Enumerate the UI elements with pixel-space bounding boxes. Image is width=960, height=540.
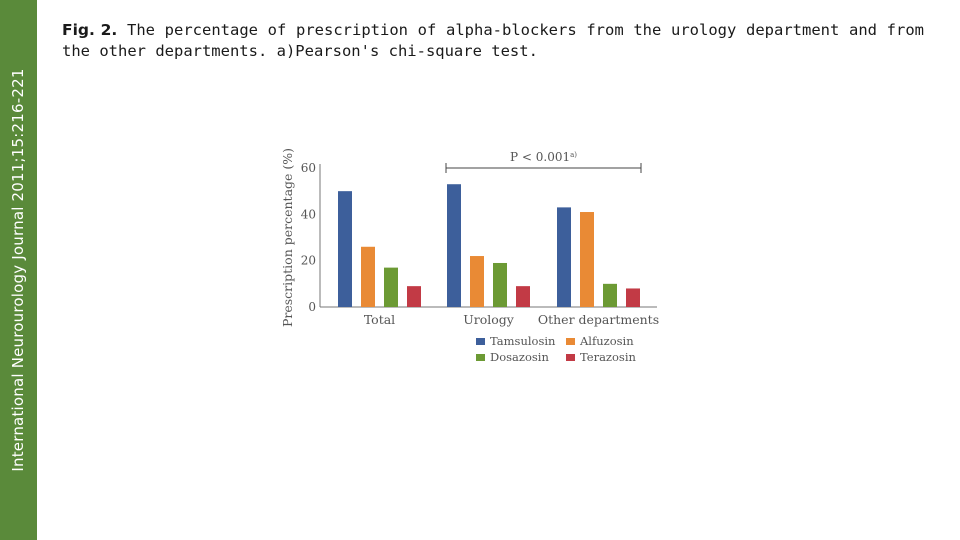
- bar-terazosin-urology: [516, 286, 530, 307]
- figure-label: Fig. 2.: [62, 21, 118, 39]
- significance-annotation: P < 0.001a): [445, 150, 642, 173]
- figure-caption: Fig. 2. The percentage of prescription o…: [62, 20, 924, 62]
- y-axis: 0 20 40 60 Prescription percentage (%): [280, 148, 657, 327]
- bar-alfuzosin-urology: [470, 256, 484, 307]
- x-axis-labels: Total Urology Other departments: [364, 312, 659, 327]
- bar-dosazosin-total: [384, 267, 398, 307]
- caption-text: The percentage of prescription of alpha-…: [62, 21, 924, 60]
- y-tick-label: 20: [301, 254, 316, 268]
- legend-swatch: [566, 354, 575, 361]
- bars: [338, 184, 640, 307]
- y-tick-label: 0: [308, 300, 316, 314]
- legend-label: Terazosin: [580, 350, 636, 364]
- legend-label: Alfuzosin: [579, 334, 634, 348]
- legend-label: Dosazosin: [490, 350, 549, 364]
- x-tick-label: Other departments: [538, 312, 659, 327]
- bar-tamsulosin-other-departments: [557, 207, 571, 307]
- bar-tamsulosin-urology: [447, 184, 461, 307]
- bar-tamsulosin-total: [338, 191, 352, 307]
- bar-terazosin-other-departments: [626, 288, 640, 307]
- bar-alfuzosin-other-departments: [580, 212, 594, 307]
- legend: Tamsulosin Alfuzosin Dosazosin Terazosin: [476, 334, 636, 364]
- bar-alfuzosin-total: [361, 246, 375, 307]
- p-value-footnote: a): [570, 151, 577, 159]
- y-tick-label: 40: [301, 207, 316, 221]
- y-axis-label: Prescription percentage (%): [280, 148, 295, 327]
- legend-label: Tamsulosin: [490, 334, 556, 348]
- x-tick-label: Total: [364, 312, 395, 327]
- legend-swatch: [476, 354, 485, 361]
- bar-dosazosin-other-departments: [603, 283, 617, 307]
- bar-dosazosin-urology: [493, 262, 507, 307]
- p-value-label: P < 0.001a): [510, 150, 577, 164]
- bar-terazosin-total: [407, 286, 421, 307]
- side-bar: [0, 0, 37, 540]
- y-tick-label: 60: [301, 161, 316, 175]
- x-tick-label: Urology: [463, 312, 515, 327]
- legend-swatch: [566, 338, 575, 345]
- legend-swatch: [476, 338, 485, 345]
